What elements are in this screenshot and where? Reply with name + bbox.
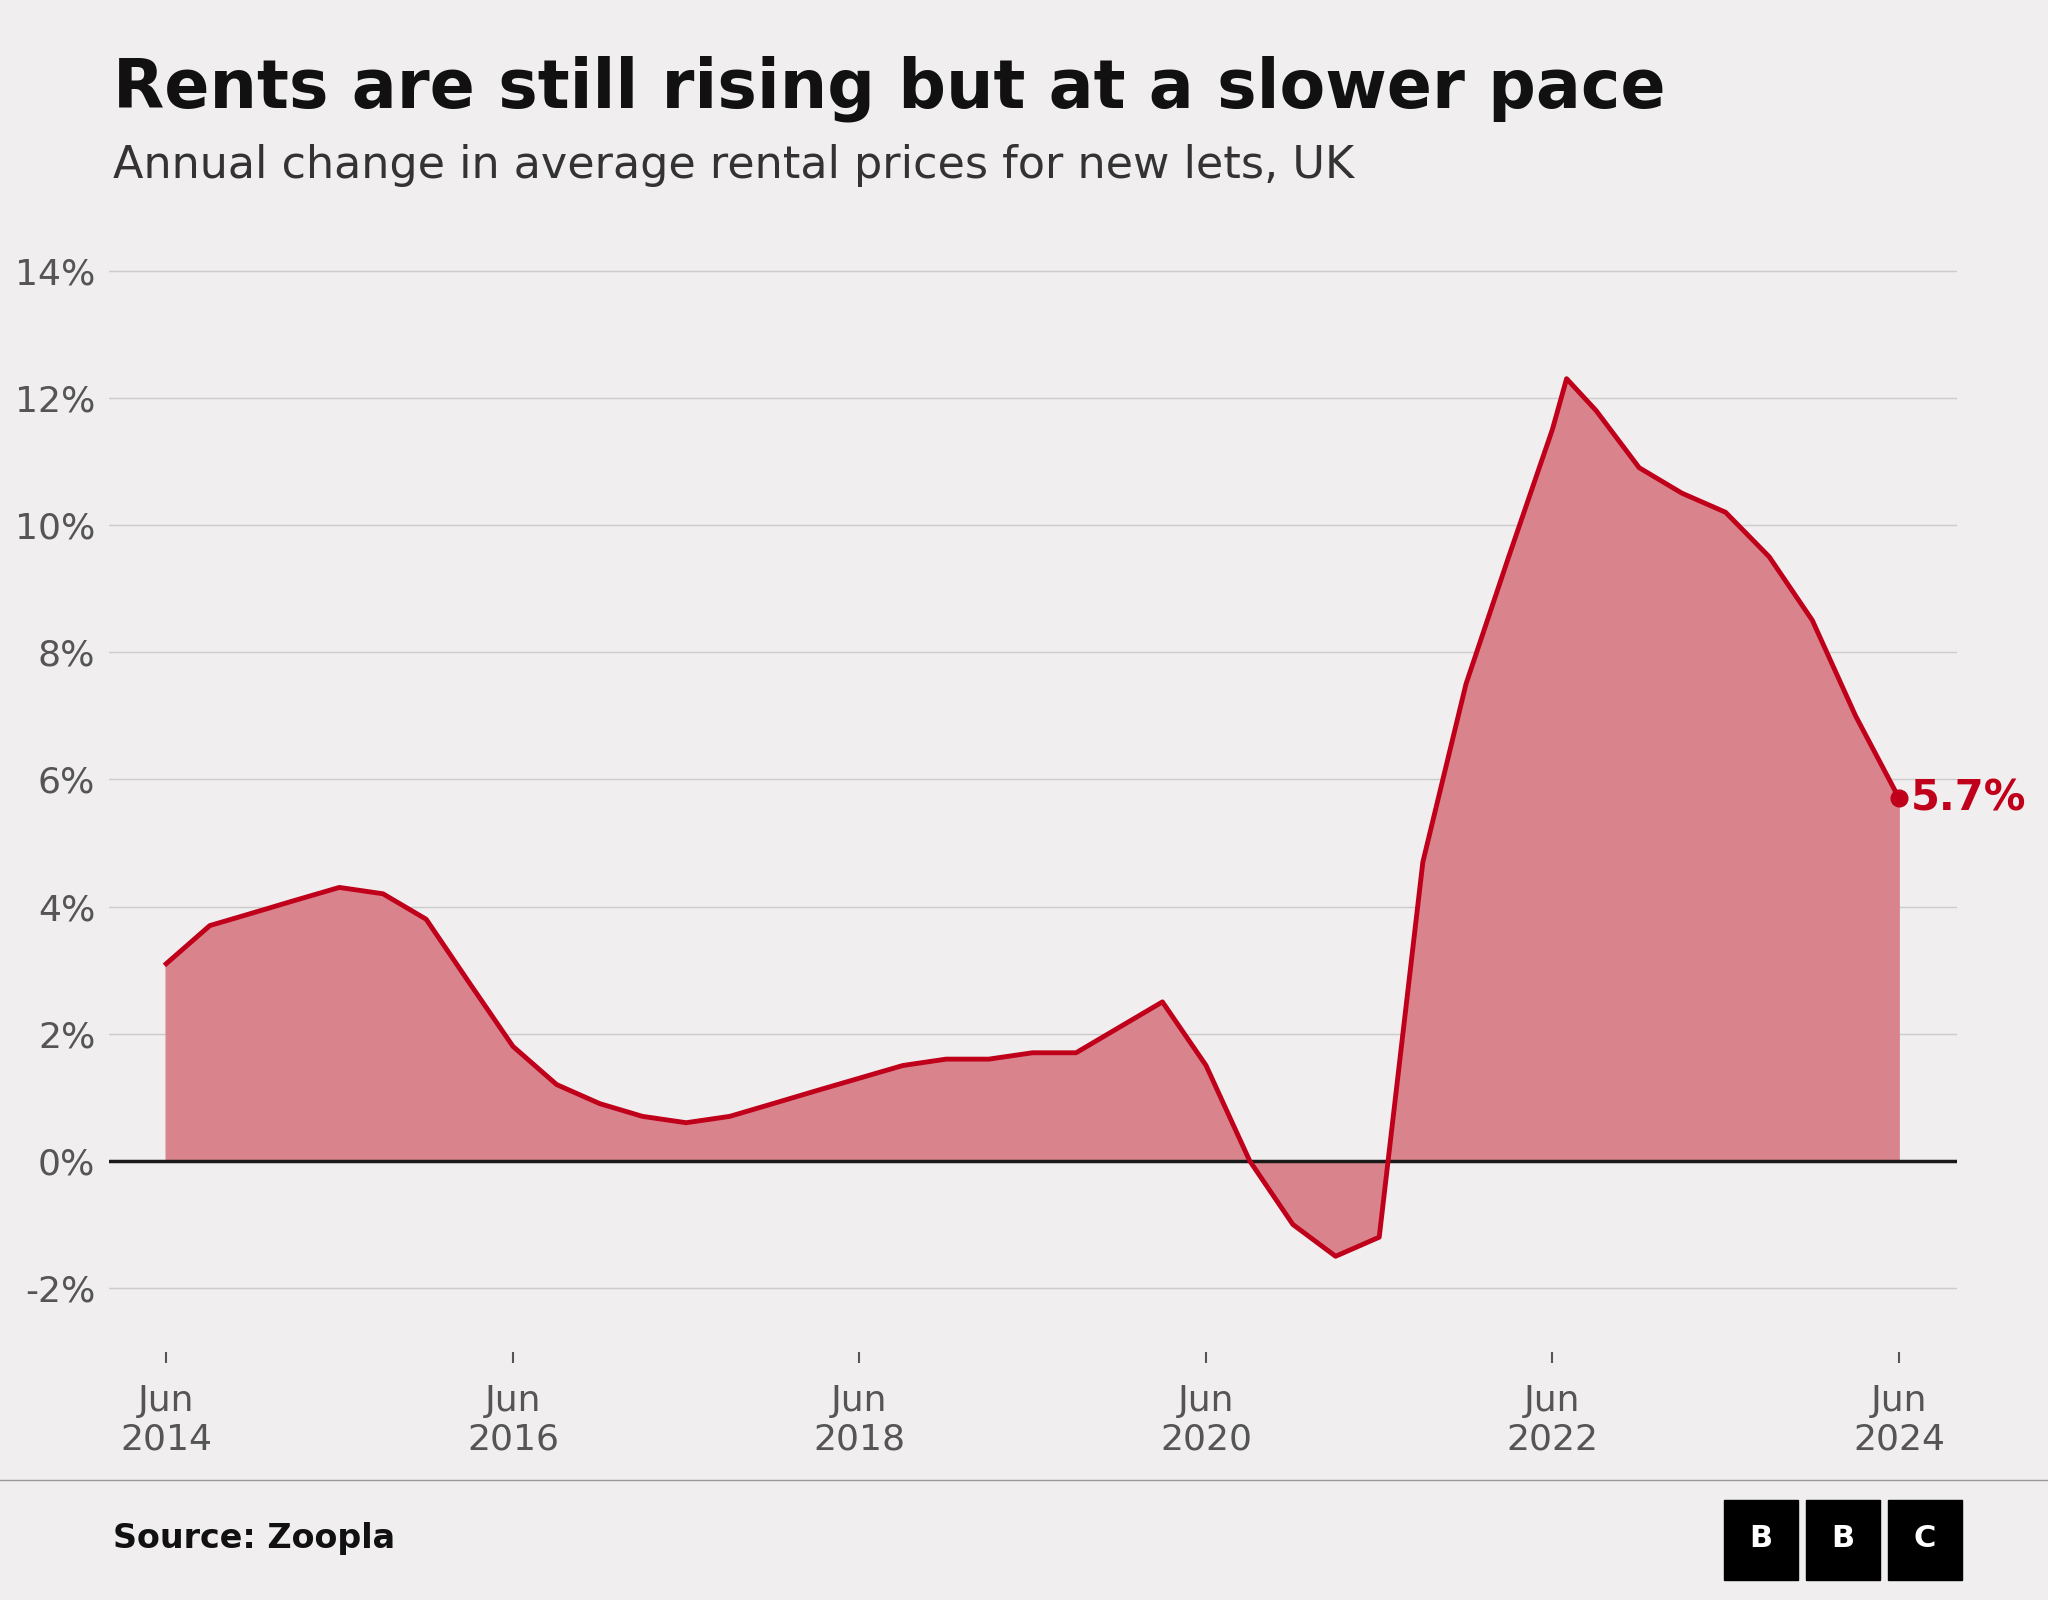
- Text: B: B: [1831, 1523, 1855, 1552]
- Text: Source: Zoopla: Source: Zoopla: [113, 1522, 395, 1555]
- Text: Rents are still rising but at a slower pace: Rents are still rising but at a slower p…: [113, 56, 1665, 123]
- Bar: [1806, 1501, 1880, 1579]
- Bar: [1888, 1501, 1962, 1579]
- Text: 5.7%: 5.7%: [1911, 778, 2028, 819]
- Bar: [1724, 1501, 1798, 1579]
- Text: B: B: [1749, 1523, 1774, 1552]
- Text: Annual change in average rental prices for new lets, UK: Annual change in average rental prices f…: [113, 144, 1354, 187]
- Text: C: C: [1915, 1523, 1935, 1552]
